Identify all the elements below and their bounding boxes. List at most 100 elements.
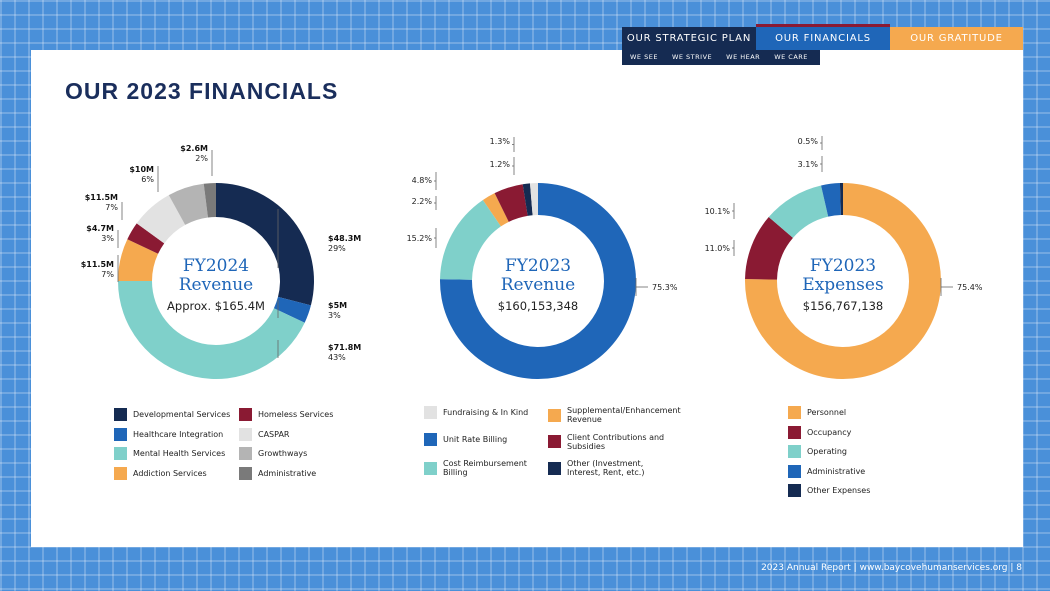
callout: 4.8% <box>412 172 437 190</box>
slice-growthways <box>168 183 208 225</box>
legend-item: Developmental Services <box>114 408 233 421</box>
legend-label: CASPAR <box>258 429 290 439</box>
subtab-we-care[interactable]: WE CARE <box>774 53 808 61</box>
slice-administrative <box>821 183 841 217</box>
tab-strategic-plan[interactable]: OUR STRATEGIC PLAN <box>622 27 756 50</box>
callout: 0.5% <box>798 136 823 150</box>
legend-label: Fundraising & In Kind <box>443 408 529 417</box>
legend-label: Supplemental/Enhancement Revenue <box>567 406 681 424</box>
legend-label: Occupancy <box>807 427 852 437</box>
data-label-amount: $11.5M <box>81 260 114 269</box>
legend-label: Client Contributions and Subsidies <box>567 432 665 451</box>
legend-item: Other (Investment, Interest, Rent, etc.) <box>548 459 666 477</box>
callout: $5M3% <box>277 300 347 320</box>
data-label-percent: 7% <box>101 270 114 279</box>
legend-item: Personnel <box>788 406 922 419</box>
legend-swatch <box>424 432 437 446</box>
legend-swatch <box>548 408 561 422</box>
callout: 1.2% <box>490 157 515 175</box>
legend-label: Administrative <box>258 468 317 478</box>
legend-item: Fundraising & In Kind <box>424 406 542 419</box>
legend-swatch <box>424 406 437 419</box>
legend-label: Operating <box>807 447 847 456</box>
chart-subtitle: Approx. $165.4M <box>167 299 265 313</box>
legend-item: Cost Reimbursement Billing <box>424 459 542 477</box>
tab-financials[interactable]: OUR FINANCIALS <box>756 24 890 50</box>
legend-swatch <box>788 445 801 458</box>
legend-item: Occupancy <box>788 425 922 439</box>
legend-label: Homeless Services <box>258 410 334 419</box>
callout: $4.7M3% <box>86 224 119 248</box>
data-label-amount: $71.8M <box>328 343 361 352</box>
legend-label: Other (Investment, Interest, Rent, etc.) <box>567 459 645 477</box>
chart-title-line: FY2024 <box>183 256 249 276</box>
data-label: 10.1% <box>705 207 731 216</box>
callout: 2.2% <box>412 196 437 210</box>
data-label-amount: $2.6M <box>180 144 208 153</box>
legend-swatch <box>239 408 252 421</box>
legend-item: Healthcare Integration <box>114 427 233 441</box>
legend-item: Unit Rate Billing <box>424 432 542 446</box>
callout: 11.0% <box>705 240 735 256</box>
callout: 3.1% <box>798 156 823 172</box>
slice-client-contributions-and-subsidies <box>494 184 528 222</box>
data-label: 1.3% <box>490 137 511 146</box>
legend-swatch <box>114 447 127 460</box>
legend-label: Addiction Services <box>133 468 207 478</box>
chart-title-line: Revenue <box>179 275 253 295</box>
data-label: 4.8% <box>412 176 433 185</box>
legend-item: Other Expenses <box>788 484 922 497</box>
legend-item: Administrative <box>239 466 358 480</box>
content-panel: OUR 2023 FINANCIALS <box>31 50 1023 547</box>
slice-healthcare-integration <box>273 296 311 323</box>
data-label: 3.1% <box>798 160 819 169</box>
legend-item: Growthways <box>239 447 358 460</box>
legend-swatch <box>114 427 127 441</box>
chart-subtitle: $160,153,348 <box>498 299 578 313</box>
data-label-percent: 3% <box>328 311 341 320</box>
legend-item: Operating <box>788 445 922 458</box>
callout: 15.2% <box>407 228 437 248</box>
page-title: OUR 2023 FINANCIALS <box>65 78 339 104</box>
chart-title-line: Expenses <box>802 275 883 295</box>
legend-label: Mental Health Services <box>133 449 226 458</box>
slice-addiction-services <box>118 239 159 281</box>
data-label: 75.3% <box>652 283 678 292</box>
slice-other-expenses <box>839 183 843 216</box>
data-label: 75.4% <box>957 283 983 292</box>
slice-caspar <box>136 195 186 244</box>
subnav: WE SEE WE STRIVE WE HEAR WE CARE <box>622 50 820 65</box>
slice-personnel <box>745 183 941 379</box>
subtab-we-hear[interactable]: WE HEAR <box>726 53 761 61</box>
legend-label: Growthways <box>258 449 308 458</box>
legend-item: Supplemental/Enhancement Revenue <box>548 406 681 424</box>
footer-text: 2023 Annual Report | www.baycovehumanser… <box>761 563 1022 573</box>
slice-operating <box>768 185 829 238</box>
data-label-percent: 3% <box>101 234 114 243</box>
legend-item: CASPAR <box>239 427 358 441</box>
data-label-amount: $11.5M <box>85 193 118 202</box>
subtab-we-see[interactable]: WE SEE <box>630 53 658 61</box>
data-label-percent: 43% <box>328 353 346 362</box>
legend-label: Healthcare Integration <box>133 429 224 439</box>
legend-swatch <box>239 427 252 441</box>
subtab-we-strive[interactable]: WE STRIVE <box>671 53 713 61</box>
data-label: 0.5% <box>798 137 819 146</box>
tab-gratitude[interactable]: OUR GRATITUDE <box>890 27 1023 50</box>
data-label: 2.2% <box>412 197 433 206</box>
legend-swatch <box>239 447 252 460</box>
slice-homeless-services <box>127 223 165 254</box>
slice-developmental-services <box>216 183 314 306</box>
data-label-amount: $4.7M <box>86 224 114 233</box>
data-label-percent: 7% <box>105 203 118 212</box>
legend-swatch <box>788 464 801 478</box>
slice-occupancy <box>745 217 793 280</box>
legend-swatch <box>548 461 561 475</box>
slice-other-investment-interest-rent-etc <box>522 183 533 216</box>
top-nav-tabs: OUR STRATEGIC PLAN OUR FINANCIALS OUR GR… <box>622 24 1023 50</box>
